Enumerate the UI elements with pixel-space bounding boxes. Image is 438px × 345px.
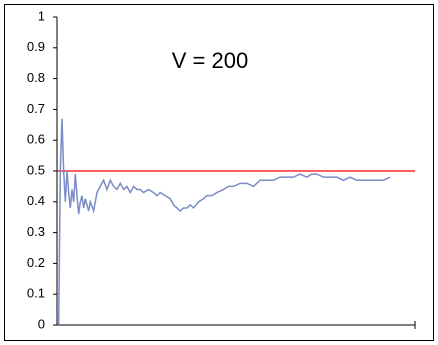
chart-frame [4,4,434,341]
y-tick-label: 1 [38,8,45,23]
y-tick-label: 0.4 [27,193,45,208]
y-tick-label: 0.6 [27,132,45,147]
data-line [57,118,391,326]
y-tick-label: 0.2 [27,255,45,270]
y-tick-label: 0.5 [27,162,45,177]
annotation: V = 200 [172,48,248,73]
y-tick-label: 0.7 [27,101,45,116]
y-tick-label: 0 [38,316,45,331]
y-tick-label: 0.1 [27,286,45,301]
y-tick-label: 0.8 [27,70,45,85]
y-tick-label: 0.9 [27,39,45,54]
y-tick-label: 0.3 [27,224,45,239]
